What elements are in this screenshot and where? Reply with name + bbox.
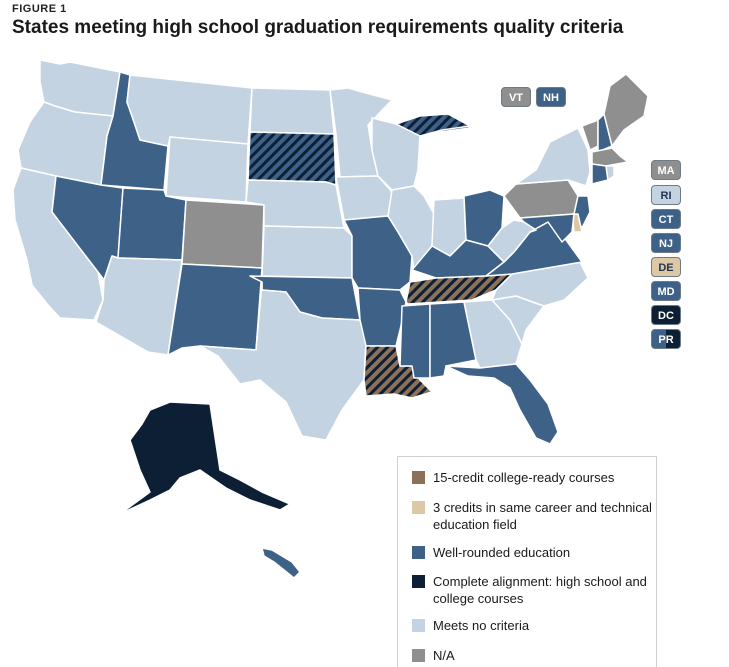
state-ri[interactable] <box>605 165 615 181</box>
legend-swatch <box>412 471 425 484</box>
state-az[interactable] <box>95 255 183 356</box>
state-la[interactable] <box>363 345 433 399</box>
state-md[interactable] <box>519 213 575 243</box>
state-ar[interactable] <box>357 287 407 347</box>
state-mi-upper[interactable] <box>395 113 471 137</box>
state-ak[interactable] <box>119 401 291 515</box>
state-wy[interactable] <box>165 136 249 203</box>
legend-label: Complete alignment: high school and coll… <box>433 574 647 606</box>
state-hi[interactable] <box>261 547 301 579</box>
badge-dc: DC <box>651 305 681 325</box>
figure-label: FIGURE 1 <box>12 3 67 15</box>
legend-item-complete: Complete alignment: high school and coll… <box>412 573 658 607</box>
state-nm[interactable] <box>167 263 263 356</box>
legend-item-college-ready: 15-credit college-ready courses <box>412 469 658 486</box>
legend-item-career-tech: 3 credits in same career and technical e… <box>412 499 658 533</box>
state-fl[interactable] <box>445 363 559 445</box>
state-pa[interactable] <box>503 179 579 219</box>
legend-swatch <box>412 575 425 588</box>
state-mn[interactable] <box>329 87 393 178</box>
legend-label: Meets no criteria <box>433 618 530 633</box>
badge-md: MD <box>651 281 681 301</box>
legend-label: 15-credit college-ready courses <box>433 470 615 485</box>
legend-swatch <box>412 619 425 632</box>
state-ut[interactable] <box>117 187 187 261</box>
badge-ct: CT <box>651 209 681 229</box>
legend-label: Well-rounded education <box>433 545 571 560</box>
state-me[interactable] <box>603 73 649 147</box>
legend-swatch <box>412 501 425 514</box>
state-ny[interactable] <box>515 127 591 187</box>
map-legend: 15-credit college-ready courses 3 credit… <box>397 456 657 667</box>
state-ks[interactable] <box>261 225 353 279</box>
legend-label: 3 credits in same career and technical e… <box>433 500 652 532</box>
legend-item-na: N/A <box>412 647 658 664</box>
state-nd[interactable] <box>249 87 335 135</box>
badge-nj: NJ <box>651 233 681 253</box>
legend-item-none: Meets no criteria <box>412 617 658 634</box>
legend-item-well-rounded: Well-rounded education <box>412 544 658 561</box>
legend-swatch <box>412 649 425 662</box>
legend-label: N/A <box>433 648 455 663</box>
state-mt[interactable] <box>126 74 253 147</box>
badge-de: DE <box>651 257 681 277</box>
badge-vt: VT <box>501 87 531 107</box>
map-title: States meeting high school graduation re… <box>12 17 624 38</box>
state-tx[interactable] <box>199 281 367 441</box>
legend-swatch <box>412 546 425 559</box>
badge-ri: RI <box>651 185 681 205</box>
badge-nh: NH <box>536 87 566 107</box>
state-sd[interactable] <box>247 131 337 186</box>
badge-ma: MA <box>651 160 681 180</box>
state-co[interactable] <box>181 199 265 269</box>
state-ma[interactable] <box>591 147 629 167</box>
badge-pr: PR <box>651 329 681 349</box>
